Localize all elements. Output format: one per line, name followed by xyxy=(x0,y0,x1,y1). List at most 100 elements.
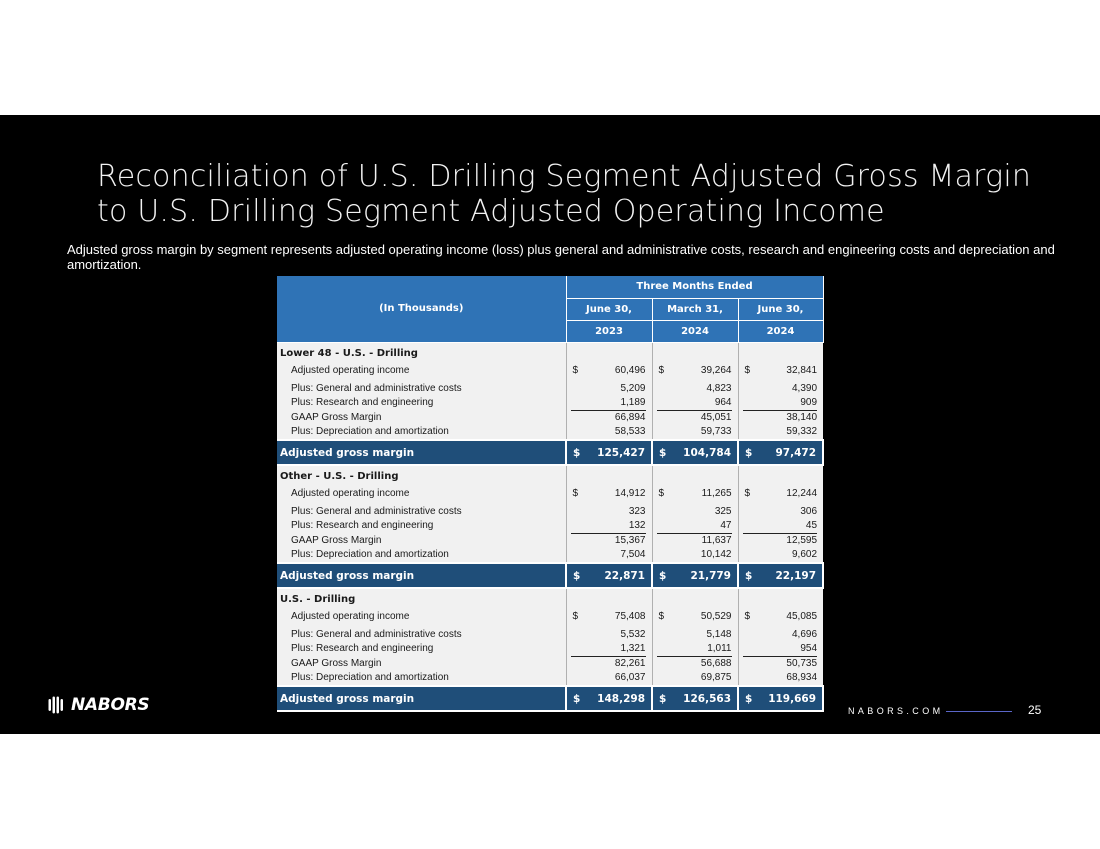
cell-value: 1,011 xyxy=(707,643,732,654)
slide-subtitle: Adjusted gross margin by segment represe… xyxy=(67,242,1055,272)
cell-value: 68,934 xyxy=(786,672,818,683)
cell-value: 45,051 xyxy=(700,412,732,423)
table-row: Adjusted operating income $60,496 $39,264 $… xyxy=(277,364,824,378)
table-row: Plus: Depreciation and amortization 58,53… xyxy=(277,425,824,440)
row-label: GAAP Gross Margin xyxy=(277,533,567,548)
total-value: 126,563 xyxy=(683,692,731,705)
cell-value: 4,696 xyxy=(791,629,818,640)
cell-value: 9,602 xyxy=(791,549,818,560)
title-line-1: Reconciliation of U.S. Drilling Segment … xyxy=(97,159,1032,194)
table-row: Plus: General and administrative costs 5,… xyxy=(277,628,824,642)
period-header: Three Months Ended xyxy=(566,276,824,299)
cell-value: 58,533 xyxy=(614,426,646,437)
total-value: 22,871 xyxy=(604,569,645,582)
table-row: GAAP Gross Margin 82,261 56,688 50,735 xyxy=(277,656,824,671)
section-title: U.S. - Drilling xyxy=(277,588,567,610)
table-row: Plus: Research and engineering 132 47 45 xyxy=(277,519,824,533)
title-line-2: to U.S. Drilling Segment Adjusted Operat… xyxy=(97,194,885,229)
currency-symbol: $ xyxy=(745,692,753,705)
currency-symbol: $ xyxy=(573,692,581,705)
total-value: 97,472 xyxy=(775,446,817,459)
cell-value: 66,037 xyxy=(614,672,646,683)
row-label: GAAP Gross Margin xyxy=(277,656,567,671)
cell-value: 12,595 xyxy=(786,535,818,546)
row-label: Plus: Depreciation and amortization xyxy=(277,425,567,440)
cell-value: 964 xyxy=(714,397,732,408)
cell-value: 75,408 xyxy=(614,611,646,622)
row-label: Plus: Research and engineering xyxy=(277,396,567,410)
cell-value: 11,265 xyxy=(701,488,732,499)
table-row: Adjusted operating income $14,912 $11,265 $… xyxy=(277,487,824,501)
table-row: Plus: Research and engineering 1,189 964 90… xyxy=(277,396,824,410)
nabors-logo-icon xyxy=(48,696,63,714)
row-label: Plus: General and administrative costs xyxy=(277,382,567,396)
total-cell: $22,197 xyxy=(738,562,825,589)
row-label: Plus: General and administrative costs xyxy=(277,505,567,519)
currency-symbol: $ xyxy=(572,488,579,499)
cell-value: 4,390 xyxy=(791,383,818,394)
page-number: 25 xyxy=(1028,703,1042,717)
table-row: Plus: Depreciation and amortization 7,504… xyxy=(277,548,824,563)
total-cell: $104,784 xyxy=(652,439,739,466)
column-year: 2024 xyxy=(652,320,739,343)
column-date: March 31, xyxy=(652,298,739,321)
section-header-row: Lower 48 - U.S. - Drilling xyxy=(277,342,824,364)
currency-symbol: $ xyxy=(745,569,753,582)
table-row: Plus: Research and engineering 1,321 1,011… xyxy=(277,642,824,656)
currency-symbol: $ xyxy=(659,569,667,582)
cell-value: 7,504 xyxy=(620,549,646,560)
footer-divider xyxy=(946,711,1012,712)
total-label: Adjusted gross margin xyxy=(277,562,567,589)
currency-symbol: $ xyxy=(573,446,581,459)
section-title: Other - U.S. - Drilling xyxy=(277,465,567,487)
table-body: Lower 48 - U.S. - Drilling Adjusted opera… xyxy=(277,342,825,712)
row-label: Plus: Depreciation and amortization xyxy=(277,671,567,686)
cell-value: 59,332 xyxy=(786,426,818,437)
cell-value: 5,532 xyxy=(620,629,646,640)
units-header: (In Thousands) xyxy=(277,276,567,343)
total-cell: $125,427 xyxy=(566,439,653,466)
row-label: Adjusted operating income xyxy=(277,487,567,501)
reconciliation-table: (In Thousands) Three Months Ended June 3… xyxy=(277,276,825,712)
total-value: 22,197 xyxy=(775,569,817,582)
section-header-row: Other - U.S. - Drilling xyxy=(277,465,824,487)
cell-value: 1,189 xyxy=(620,397,646,408)
cell-value: 4,823 xyxy=(706,383,732,394)
table-row: Plus: General and administrative costs 5,… xyxy=(277,382,824,396)
total-cell: $21,779 xyxy=(652,562,739,589)
cell-value: 10,142 xyxy=(700,549,732,560)
cell-value: 325 xyxy=(714,506,732,517)
cell-value: 14,912 xyxy=(614,488,646,499)
row-label: Plus: Depreciation and amortization xyxy=(277,548,567,563)
slide: Reconciliation of U.S. Drilling Segment … xyxy=(0,115,1100,734)
cell-value: 323 xyxy=(628,506,646,517)
row-label: Plus: Research and engineering xyxy=(277,642,567,656)
table-row: Adjusted operating income $75,408 $50,529 $… xyxy=(277,610,824,624)
currency-symbol: $ xyxy=(658,365,665,376)
cell-value: 5,148 xyxy=(706,629,732,640)
cell-value: 69,875 xyxy=(700,672,732,683)
cell-value: 50,735 xyxy=(786,658,818,669)
total-cell: $97,472 xyxy=(738,439,825,466)
cell-value: 56,688 xyxy=(700,658,732,669)
cell-value: 50,529 xyxy=(700,611,732,622)
total-row: Adjusted gross margin $148,298 $126,563 $11… xyxy=(277,685,825,712)
total-label: Adjusted gross margin xyxy=(277,439,567,466)
row-label: Adjusted operating income xyxy=(277,610,567,624)
section-header-row: U.S. - Drilling xyxy=(277,588,824,610)
table-row: GAAP Gross Margin 15,367 11,637 12,595 xyxy=(277,533,824,548)
cell-value: 11,637 xyxy=(701,535,732,546)
row-label: GAAP Gross Margin xyxy=(277,410,567,425)
cell-value: 954 xyxy=(800,643,818,654)
website-link[interactable]: NABORS.COM xyxy=(848,706,944,716)
cell-value: 12,244 xyxy=(786,488,818,499)
row-label: Plus: Research and engineering xyxy=(277,519,567,533)
total-cell: $148,298 xyxy=(566,685,653,712)
slide-title: Reconciliation of U.S. Drilling Segment … xyxy=(97,159,1057,229)
column-year: 2024 xyxy=(738,320,824,343)
currency-symbol: $ xyxy=(659,446,667,459)
total-row: Adjusted gross margin $125,427 $104,784 $97… xyxy=(277,439,825,466)
cell-value: 47 xyxy=(720,520,732,531)
cell-value: 32,841 xyxy=(786,365,818,376)
cell-value: 38,140 xyxy=(786,412,818,423)
